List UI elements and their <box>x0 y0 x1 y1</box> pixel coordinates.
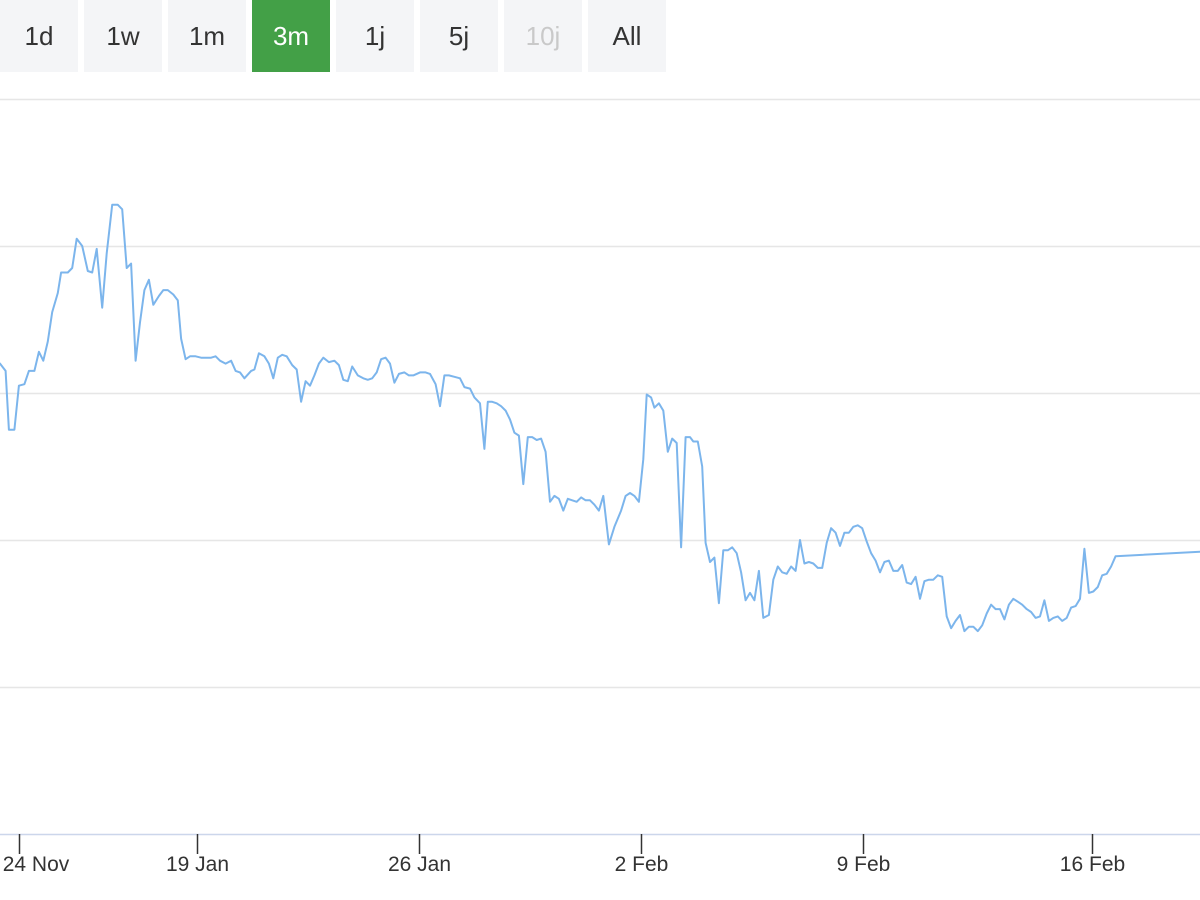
range-selector: 1d 1w 1m 3m 1j 5j 10j All <box>0 0 672 72</box>
range-3m-button[interactable]: 3m <box>252 0 330 72</box>
x-tick-label: 24 Nov <box>3 853 70 876</box>
range-1j-button[interactable]: 1j <box>336 0 414 72</box>
series-layer <box>0 203 1200 633</box>
x-tick-label: 9 Feb <box>837 853 891 876</box>
gridlines <box>0 98 1200 836</box>
x-tick-label: 2 Feb <box>615 853 669 876</box>
series-line <box>0 203 1200 633</box>
range-all-button[interactable]: All <box>588 0 666 72</box>
range-1m-button[interactable]: 1m <box>168 0 246 72</box>
x-tick-label: 16 Feb <box>1060 853 1125 876</box>
x-tick-label: 26 Jan <box>388 853 451 876</box>
range-1d-button[interactable]: 1d <box>0 0 78 72</box>
range-1w-button[interactable]: 1w <box>84 0 162 72</box>
x-tick-label: 19 Jan <box>166 853 229 876</box>
x-axis: 24 Nov 19 Jan 26 Jan 2 Feb 9 Feb 16 Feb <box>3 834 1125 876</box>
range-10j-button: 10j <box>504 0 582 72</box>
range-5j-button[interactable]: 5j <box>420 0 498 72</box>
